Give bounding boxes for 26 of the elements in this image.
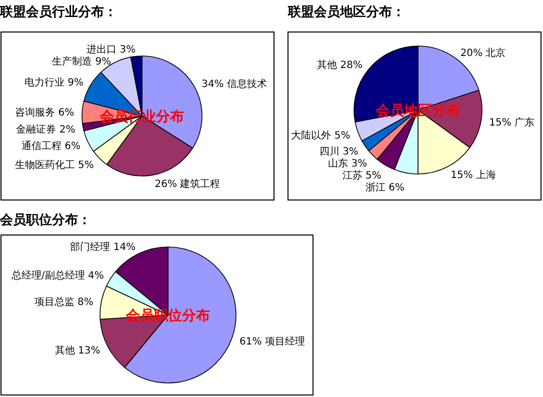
slice-label: 咨询服务 6% [15,106,74,119]
slice-label: 通信工程 6% [21,140,80,152]
slice-label: 15% 上海 [450,169,496,182]
slice-label: 大陆以外 5% [291,129,350,142]
slice-label: 15% 广东 [489,116,535,128]
slice-label: 34% 信息技术 [202,78,267,90]
slice-label: 其他 13% [54,344,100,357]
chart-title: 会员职位分布： [0,213,91,228]
slice-label: 61% 项目经理 [240,336,305,348]
slice-label: 其他 28% [317,59,363,72]
slice-label: 江苏 5% [342,169,382,182]
chart-title: 联盟会员行业分布： [0,5,117,20]
slice-label: 26% 建筑工程 [154,178,220,190]
slice-label: 生物医药化工 5% [14,159,94,172]
chart-title: 联盟会员地区分布： [287,5,405,20]
slice-label: 部门经理 14% [70,241,136,254]
slice-label: 金融证券 2% [16,124,76,136]
slice-label: 浙江 6% [365,181,405,194]
slice-label: 四川 3% [319,145,358,158]
slice-label: 项目总监 8% [34,296,94,308]
slice-label: 电力行业 9% [24,76,84,88]
slice-label: 生产制造 9% [52,55,112,68]
slice-label: 进出口 3% [86,43,136,56]
slice-label: 20% 北京 [460,46,506,59]
slice-label: 总经理/副总经理 4% [10,269,104,282]
slice-label: 山东 3% [328,157,368,170]
